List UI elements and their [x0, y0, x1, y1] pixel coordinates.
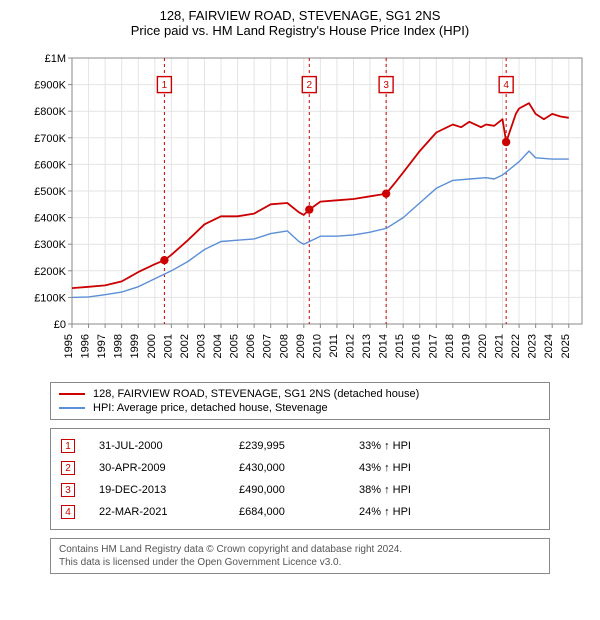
sale-row: 4 22-MAR-2021£684,00024% ↑ HPI [61, 501, 539, 523]
svg-text:2014: 2014 [378, 334, 390, 358]
chart-title-line1: 128, FAIRVIEW ROAD, STEVENAGE, SG1 2NS [12, 8, 588, 23]
svg-text:2021: 2021 [494, 334, 506, 358]
svg-text:1998: 1998 [113, 334, 125, 358]
svg-text:2024: 2024 [543, 334, 555, 358]
legend: 128, FAIRVIEW ROAD, STEVENAGE, SG1 2NS (… [50, 382, 550, 420]
svg-text:2002: 2002 [179, 334, 191, 358]
footnote-line2: This data is licensed under the Open Gov… [59, 556, 541, 569]
sale-row: 3 19-DEC-2013£490,00038% ↑ HPI [61, 479, 539, 501]
legend-label: HPI: Average price, detached house, Stev… [93, 402, 328, 414]
svg-text:2019: 2019 [460, 334, 472, 358]
sale-date: 30-APR-2009 [99, 462, 239, 474]
svg-text:2007: 2007 [262, 334, 274, 358]
sales-table: 1 31-JUL-2000£239,99533% ↑ HPI 2 30-APR-200… [50, 428, 550, 530]
svg-text:2020: 2020 [477, 334, 489, 358]
svg-text:2012: 2012 [344, 334, 356, 358]
svg-text:2005: 2005 [229, 334, 241, 358]
svg-text:2010: 2010 [311, 334, 323, 358]
svg-text:3: 3 [383, 80, 389, 91]
sale-marker-badge: 2 [61, 461, 75, 475]
sale-price: £684,000 [239, 506, 359, 518]
svg-text:2004: 2004 [212, 334, 224, 358]
svg-text:£900K: £900K [34, 80, 66, 92]
sale-delta: 33% ↑ HPI [359, 440, 479, 452]
sale-delta: 38% ↑ HPI [359, 484, 479, 496]
sale-price: £490,000 [239, 484, 359, 496]
svg-text:1: 1 [162, 80, 168, 91]
sale-price: £430,000 [239, 462, 359, 474]
sale-marker-badge: 3 [61, 483, 75, 497]
chart-svg: £0 £100K £200K £300K £400K £500K £600K £700K £80… [26, 44, 586, 374]
svg-text:2009: 2009 [295, 334, 307, 358]
sale-date: 19-DEC-2013 [99, 484, 239, 496]
svg-text:2016: 2016 [411, 334, 423, 358]
chart-container: 128, FAIRVIEW ROAD, STEVENAGE, SG1 2NS P… [0, 0, 600, 620]
svg-text:2: 2 [307, 80, 313, 91]
sale-row: 1 31-JUL-2000£239,99533% ↑ HPI [61, 435, 539, 457]
svg-text:4: 4 [503, 80, 509, 91]
svg-text:£700K: £700K [34, 133, 66, 145]
sale-marker-badge: 1 [61, 439, 75, 453]
svg-text:2017: 2017 [427, 334, 439, 358]
svg-text:1999: 1999 [129, 334, 141, 358]
svg-text:2006: 2006 [245, 334, 257, 358]
svg-text:£100K: £100K [34, 292, 66, 304]
legend-item: 128, FAIRVIEW ROAD, STEVENAGE, SG1 2NS (… [59, 387, 541, 401]
svg-text:2022: 2022 [510, 334, 522, 358]
sale-marker-badge: 4 [61, 505, 75, 519]
svg-text:2023: 2023 [527, 334, 539, 358]
svg-text:1995: 1995 [63, 334, 75, 358]
svg-text:£0: £0 [54, 319, 66, 331]
svg-text:2018: 2018 [444, 334, 456, 358]
svg-text:£300K: £300K [34, 239, 66, 251]
chart-title-line2: Price paid vs. HM Land Registry's House … [12, 23, 588, 38]
legend-swatch [59, 393, 85, 395]
svg-text:1996: 1996 [80, 334, 92, 358]
svg-text:1997: 1997 [96, 334, 108, 358]
legend-swatch [59, 407, 85, 409]
sale-price: £239,995 [239, 440, 359, 452]
svg-text:2015: 2015 [394, 334, 406, 358]
sale-delta: 43% ↑ HPI [359, 462, 479, 474]
svg-text:£200K: £200K [34, 266, 66, 278]
sale-date: 31-JUL-2000 [99, 440, 239, 452]
legend-item: HPI: Average price, detached house, Stev… [59, 401, 541, 415]
legend-label: 128, FAIRVIEW ROAD, STEVENAGE, SG1 2NS (… [93, 388, 419, 400]
svg-text:£600K: £600K [34, 159, 66, 171]
sale-row: 2 30-APR-2009£430,00043% ↑ HPI [61, 457, 539, 479]
svg-text:£400K: £400K [34, 213, 66, 225]
footnote: Contains HM Land Registry data © Crown c… [50, 538, 550, 574]
svg-text:2003: 2003 [195, 334, 207, 358]
svg-text:2013: 2013 [361, 334, 373, 358]
svg-text:£500K: £500K [34, 186, 66, 198]
svg-text:£1M: £1M [45, 53, 66, 65]
svg-text:£800K: £800K [34, 106, 66, 118]
svg-text:2000: 2000 [146, 334, 158, 358]
svg-text:2008: 2008 [278, 334, 290, 358]
svg-text:2011: 2011 [328, 334, 340, 358]
sale-delta: 24% ↑ HPI [359, 506, 479, 518]
svg-text:2025: 2025 [560, 334, 572, 358]
footnote-line1: Contains HM Land Registry data © Crown c… [59, 543, 541, 556]
svg-text:2001: 2001 [162, 334, 174, 358]
sale-date: 22-MAR-2021 [99, 506, 239, 518]
plot-area: £0 £100K £200K £300K £400K £500K £600K £700K £80… [26, 44, 586, 374]
